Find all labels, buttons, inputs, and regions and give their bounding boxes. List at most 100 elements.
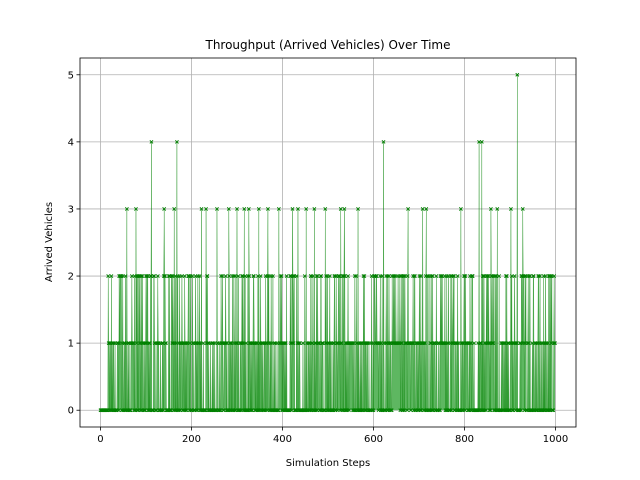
data-point — [187, 274, 192, 278]
data-point — [253, 341, 258, 346]
data-point — [123, 274, 128, 278]
data-point — [517, 408, 522, 413]
data-point — [291, 274, 295, 278]
data-point — [245, 274, 250, 278]
data-point — [429, 274, 434, 278]
data-point — [318, 408, 323, 413]
data-point — [176, 408, 181, 413]
data-point — [352, 408, 357, 413]
data-point — [278, 274, 283, 278]
data-point — [146, 341, 151, 346]
data-point — [284, 274, 289, 278]
x-tick-label: 0 — [97, 434, 103, 445]
data-point — [135, 408, 140, 413]
data-point — [463, 274, 468, 278]
data-point — [512, 274, 517, 278]
data-point — [297, 341, 302, 346]
data-point — [438, 408, 442, 413]
data-point — [266, 207, 270, 211]
data-point — [417, 274, 422, 278]
data-point — [234, 341, 239, 346]
data-point — [551, 408, 556, 413]
data-point — [551, 341, 556, 346]
data-point — [142, 408, 147, 413]
data-point — [183, 408, 188, 413]
data-point — [294, 274, 299, 278]
data-point — [536, 274, 541, 278]
data-point — [544, 341, 549, 346]
data-point — [119, 274, 124, 278]
data-point — [491, 341, 496, 346]
x-tick-label: 800 — [455, 434, 474, 445]
data-point — [296, 207, 300, 211]
data-point — [531, 274, 536, 278]
data-point — [342, 274, 347, 278]
data-point — [265, 274, 270, 278]
data-point — [227, 274, 232, 278]
data-point — [184, 408, 189, 413]
data-point — [244, 341, 249, 346]
data-point — [301, 341, 305, 346]
data-point — [220, 274, 225, 278]
data-point — [460, 341, 465, 346]
data-point — [547, 408, 552, 413]
x-tick-label: 1000 — [543, 434, 568, 445]
data-point — [106, 274, 111, 278]
data-point — [451, 274, 456, 278]
data-point — [421, 341, 426, 346]
data-point — [342, 274, 346, 278]
data-point — [137, 341, 142, 346]
data-point — [258, 274, 263, 278]
x-axis-label: Simulation Steps — [286, 458, 370, 469]
data-point — [526, 341, 531, 346]
data-point — [365, 341, 370, 346]
data-point — [211, 341, 216, 346]
data-point — [116, 408, 121, 413]
data-point — [352, 274, 357, 278]
data-point — [514, 341, 519, 346]
data-point — [302, 274, 307, 278]
x-tick-label: 200 — [182, 434, 201, 445]
data-point — [246, 207, 251, 211]
data-point — [223, 274, 228, 278]
data-point — [502, 341, 507, 346]
data-point — [519, 408, 523, 413]
data-point — [488, 408, 493, 413]
data-point — [147, 341, 152, 346]
data-point — [116, 341, 121, 346]
data-point — [194, 408, 199, 413]
data-point — [405, 408, 410, 413]
data-point — [545, 341, 550, 346]
data-point — [455, 274, 460, 278]
data-point — [487, 408, 492, 413]
y-tick-label: 5 — [68, 70, 74, 81]
data-point — [228, 341, 233, 346]
data-point — [485, 274, 490, 278]
data-point — [342, 207, 347, 211]
data-point — [250, 408, 254, 413]
data-point — [509, 207, 513, 211]
data-point — [201, 341, 206, 346]
data-point — [314, 274, 319, 278]
data-point — [231, 274, 236, 278]
data-point — [324, 274, 329, 278]
data-point — [276, 207, 281, 211]
data-point — [359, 408, 364, 413]
data-point — [412, 274, 417, 278]
data-point — [480, 274, 485, 278]
data-point — [428, 341, 433, 346]
data-point — [449, 408, 454, 413]
data-point — [247, 274, 252, 278]
data-point — [291, 341, 296, 346]
data-point — [418, 274, 423, 278]
data-point — [354, 274, 359, 278]
y-tick-label: 1 — [68, 339, 74, 350]
data-point — [380, 274, 385, 278]
data-point — [470, 274, 475, 278]
data-point — [226, 207, 231, 211]
data-point — [304, 207, 309, 211]
data-point — [495, 207, 500, 211]
data-point — [164, 341, 168, 346]
data-point — [331, 341, 335, 346]
